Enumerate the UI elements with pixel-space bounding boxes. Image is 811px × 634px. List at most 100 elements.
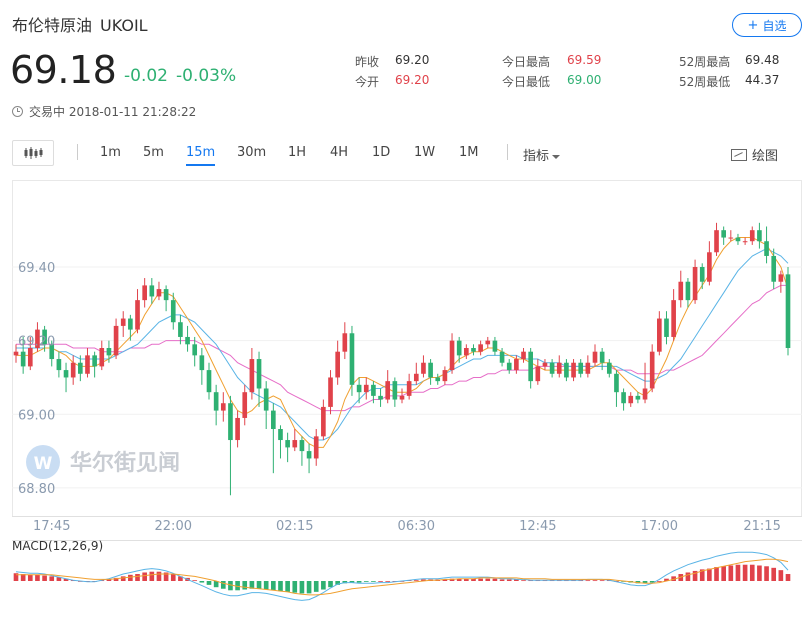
- macd-bar: [156, 571, 162, 581]
- macd-bar: [178, 576, 183, 581]
- watermark: W 华尔街见闻: [26, 445, 180, 479]
- macd-bar: [692, 570, 698, 581]
- macd-panel: [13, 551, 791, 601]
- macd-bar: [442, 579, 448, 581]
- candle-body: [206, 370, 212, 393]
- macd-bar: [292, 581, 298, 593]
- candle-body: [442, 370, 448, 382]
- timeframe-1mo[interactable]: 1M: [459, 145, 479, 160]
- macd-bar: [170, 574, 176, 581]
- timeframe-4h[interactable]: 4H: [330, 145, 349, 160]
- macd-bar: [328, 581, 333, 588]
- candle-body: [78, 362, 83, 374]
- macd-bar: [63, 578, 69, 581]
- macd-bar: [271, 581, 276, 591]
- candle-body: [664, 318, 669, 337]
- candle-body: [628, 395, 634, 404]
- candles: [13, 222, 791, 496]
- timeframe-15m[interactable]: 15m: [186, 145, 216, 166]
- add-watchlist-button[interactable]: + 自选: [732, 13, 802, 37]
- candle-body: [578, 362, 584, 374]
- candle-body: [749, 230, 755, 242]
- x-tick-label: 12:45: [519, 519, 556, 534]
- timeframe-1h[interactable]: 1H: [288, 145, 307, 160]
- candle-body: [356, 384, 362, 393]
- stat-value-open: 69.20: [395, 73, 430, 87]
- macd-bar: [385, 581, 391, 582]
- candle-body: [249, 359, 255, 393]
- x-tick-label: 02:15: [276, 519, 313, 534]
- candle-body: [585, 362, 591, 374]
- macd-bar: [735, 564, 741, 581]
- macd-bar: [49, 576, 55, 581]
- macd-dea-line: [16, 558, 789, 596]
- candle-body: [263, 388, 269, 411]
- candle-body: [428, 362, 433, 378]
- candle-body: [499, 351, 505, 363]
- timeframe-5m[interactable]: 5m: [143, 145, 164, 160]
- candle-body: [714, 230, 719, 253]
- price-chart[interactable]: W 华尔街见闻 69.40 69.20 69.00 68.80 17:45 22:00 0…: [12, 180, 802, 620]
- stat-value-52w-high: 69.48: [745, 53, 780, 67]
- candle-body: [757, 230, 762, 242]
- macd-bar: [471, 578, 476, 581]
- x-tick-label: 22:00: [155, 519, 192, 534]
- add-watchlist-label: 自选: [762, 18, 787, 33]
- candle-body: [92, 355, 97, 367]
- chart-area[interactable]: W 华尔街见闻 69.40 69.20 69.00 68.80 17:45 22:00 0…: [12, 180, 802, 620]
- candle-body: [742, 241, 748, 243]
- macd-bar: [499, 579, 505, 581]
- candle-body: [306, 451, 312, 459]
- macd-bar: [492, 578, 498, 581]
- candle-body: [142, 285, 147, 301]
- macd-bar: [485, 578, 491, 581]
- macd-bar: [120, 576, 126, 581]
- macd-bar: [42, 575, 47, 581]
- candle-body: [185, 336, 190, 345]
- timeframe-30m[interactable]: 30m: [237, 145, 267, 160]
- stat-value-day-low: 69.00: [567, 73, 602, 87]
- price-change-percent: -0.03%: [176, 66, 237, 86]
- macd-bar: [699, 569, 705, 581]
- macd-bar: [335, 581, 340, 585]
- macd-bar: [363, 581, 369, 582]
- candle-body: [685, 281, 691, 301]
- candle-body: [764, 241, 769, 256]
- candle-body: [192, 344, 198, 356]
- macd-bar: [135, 574, 140, 581]
- timeframe-1m[interactable]: 1m: [100, 145, 121, 160]
- candle-body: [292, 440, 298, 448]
- candle-body: [128, 318, 133, 330]
- y-tick-labels: 69.40 69.20 69.00 68.80: [18, 261, 55, 497]
- macd-bar: [749, 564, 755, 581]
- macd-bar: [149, 571, 155, 581]
- candle-body: [692, 267, 698, 301]
- candle-body: [113, 325, 119, 356]
- candle-body: [707, 252, 712, 282]
- draw-tool-button[interactable]: 绘图: [731, 145, 778, 164]
- candle-body: [163, 289, 169, 301]
- candle-body: [485, 340, 491, 345]
- timeframe-1w[interactable]: 1W: [414, 145, 436, 160]
- candle-body: [278, 429, 283, 441]
- indicator-dropdown[interactable]: 指标: [523, 145, 561, 164]
- macd-bar: [106, 579, 112, 581]
- plus-icon: +: [747, 17, 759, 33]
- candle-body: [99, 348, 105, 367]
- macd-bar: [421, 579, 426, 581]
- candle-body: [599, 351, 605, 363]
- chart-type-button[interactable]: [12, 140, 54, 166]
- stat-value-day-high: 69.59: [567, 53, 602, 67]
- macd-bar: [664, 578, 669, 581]
- candle-body: [592, 351, 598, 363]
- macd-bar: [263, 581, 269, 590]
- candle-body: [149, 285, 155, 297]
- timeframe-1d[interactable]: 1D: [372, 145, 391, 160]
- y-gridlines: [12, 266, 802, 489]
- chart-toolbar: 1m 5m 15m 30m 1H 4H 1D 1W 1M 指标 绘图: [0, 140, 811, 166]
- candle-body: [13, 351, 19, 356]
- candle-body: [549, 362, 555, 374]
- macd-bar: [778, 570, 784, 581]
- macd-bar: [213, 581, 219, 588]
- macd-bar: [27, 574, 33, 581]
